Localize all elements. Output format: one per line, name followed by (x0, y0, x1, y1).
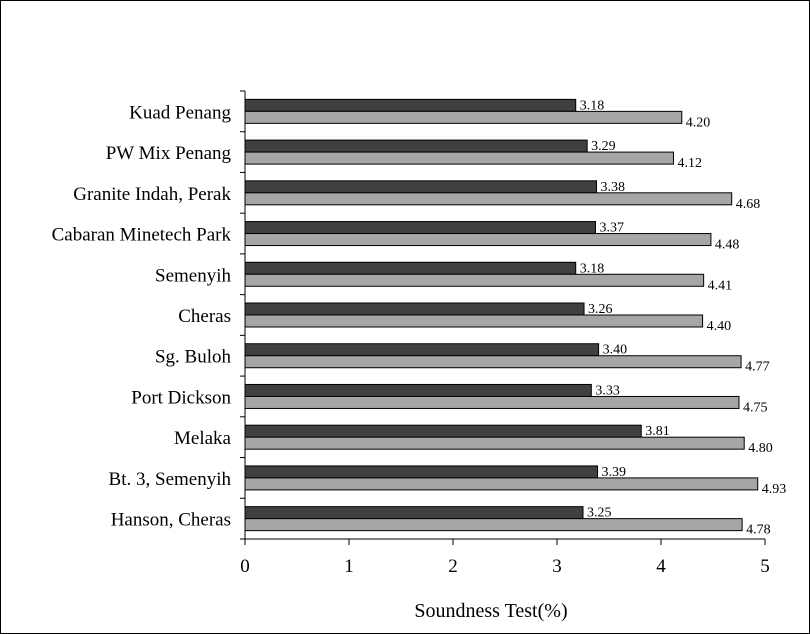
bar-series-1 (244, 383, 592, 397)
bar-series-2 (244, 518, 743, 532)
bar-series-1 (244, 424, 642, 438)
bar-series-1 (244, 180, 598, 194)
data-label: 3.33 (595, 383, 620, 398)
category-label: Cheras (178, 306, 231, 327)
category-label: Semenyih (155, 265, 231, 286)
bar-series-2 (244, 395, 740, 409)
data-label: 3.38 (601, 180, 626, 195)
data-label: 3.81 (645, 424, 670, 439)
category-label: Hanson, Cheras (111, 510, 231, 531)
x-tick-label: 2 (448, 556, 458, 577)
bar-series-1 (244, 465, 599, 479)
data-label: 3.18 (580, 98, 605, 113)
category-label: Granite Indah, Perak (73, 184, 231, 205)
data-label: 4.77 (745, 360, 770, 375)
x-tick-label: 3 (552, 556, 562, 577)
bar-series-2 (244, 314, 704, 328)
data-label: 3.26 (588, 302, 613, 317)
data-label: 3.37 (599, 221, 624, 236)
data-label: 4.75 (743, 400, 768, 415)
bar-series-1 (244, 139, 588, 153)
category-label: Sg. Buloh (155, 347, 232, 368)
bar-series-1 (244, 98, 577, 112)
data-label: 3.25 (587, 506, 612, 521)
data-label: 3.39 (602, 465, 627, 480)
data-label: 3.18 (580, 261, 605, 276)
data-label: 4.80 (748, 441, 773, 456)
x-tick-label: 5 (760, 556, 770, 577)
x-tick-label: 4 (656, 556, 666, 577)
bar-series-2 (244, 273, 705, 287)
data-label: 3.40 (603, 343, 628, 358)
data-label: 3.29 (591, 139, 616, 154)
data-label: 4.40 (707, 319, 732, 334)
bar-series-1 (244, 506, 584, 520)
x-axis-title: Soundness Test(%) (414, 600, 567, 622)
category-label: Bt. 3, Semenyih (109, 469, 232, 490)
bar-series-1 (244, 302, 585, 316)
x-tick-label: 1 (344, 556, 354, 577)
data-label: 4.93 (762, 482, 787, 497)
data-label: 4.78 (746, 523, 771, 538)
category-label: Port Dickson (131, 387, 231, 408)
bar-series-2 (244, 355, 742, 369)
category-label: PW Mix Penang (106, 143, 232, 164)
category-label: Kuad Penang (129, 102, 231, 123)
data-label: 4.12 (677, 156, 702, 171)
bar-series-2 (244, 233, 712, 247)
bar-series-1 (244, 221, 596, 235)
category-label: Melaka (174, 428, 232, 449)
category-label: Cabaran Minetech Park (52, 225, 232, 246)
labels-layer: Kuad Penang 3.18 4.20 PW Mix Penang 3.29 4.12… (52, 98, 787, 577)
axes-layer (240, 90, 766, 545)
x-tick-label: 0 (240, 556, 250, 577)
bar-series-2 (244, 192, 733, 206)
data-label: 4.68 (736, 197, 761, 212)
data-label: 4.20 (686, 115, 711, 130)
bar-series-1 (244, 261, 577, 275)
bar-series-1 (244, 343, 600, 357)
data-label: 4.41 (708, 278, 733, 293)
data-label: 4.48 (715, 238, 740, 253)
bar-series-2 (244, 477, 759, 491)
bar-series-2 (244, 110, 683, 124)
